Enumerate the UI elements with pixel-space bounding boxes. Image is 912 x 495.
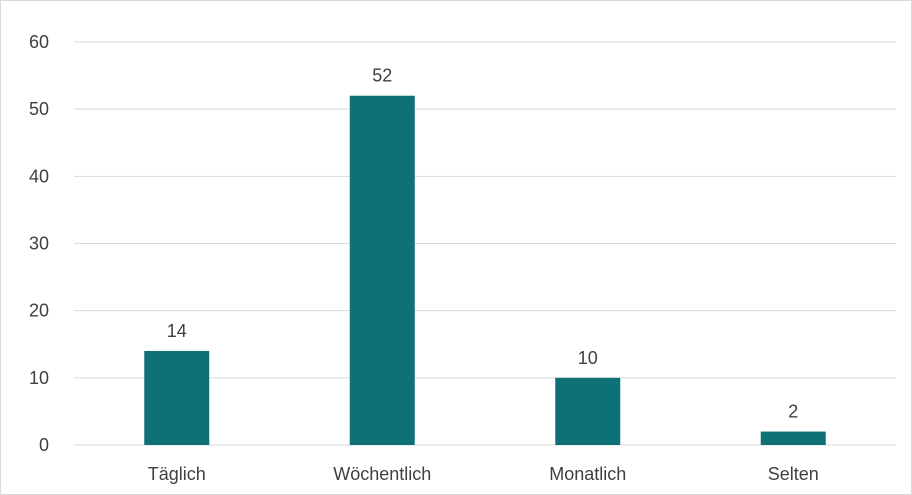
data-label: 14 [167,321,187,341]
x-category-label: Selten [768,464,819,484]
data-label: 52 [372,66,392,86]
y-tick-label: 0 [39,435,49,455]
bar [760,431,826,445]
y-tick-label: 30 [29,234,49,254]
y-tick-label: 50 [29,99,49,119]
data-labels: 14 52 10 2 [167,66,799,422]
x-category-label: Täglich [148,464,206,484]
data-label: 10 [578,348,598,368]
data-label: 2 [788,402,798,422]
x-category-label: Monatlich [549,464,626,484]
bar [555,377,621,445]
y-tick-label: 40 [29,166,49,186]
x-category-label: Wöchentlich [333,464,431,484]
x-axis-categories: Täglich Wöchentlich Monatlich Selten [148,464,819,484]
y-tick-label: 10 [29,368,49,388]
y-axis-ticks: 0 10 20 30 40 50 60 [29,32,49,455]
bar [349,95,415,445]
bar [144,350,210,445]
y-tick-label: 20 [29,301,49,321]
y-tick-label: 60 [29,32,49,52]
bars [144,95,826,445]
gridlines [74,41,896,446]
